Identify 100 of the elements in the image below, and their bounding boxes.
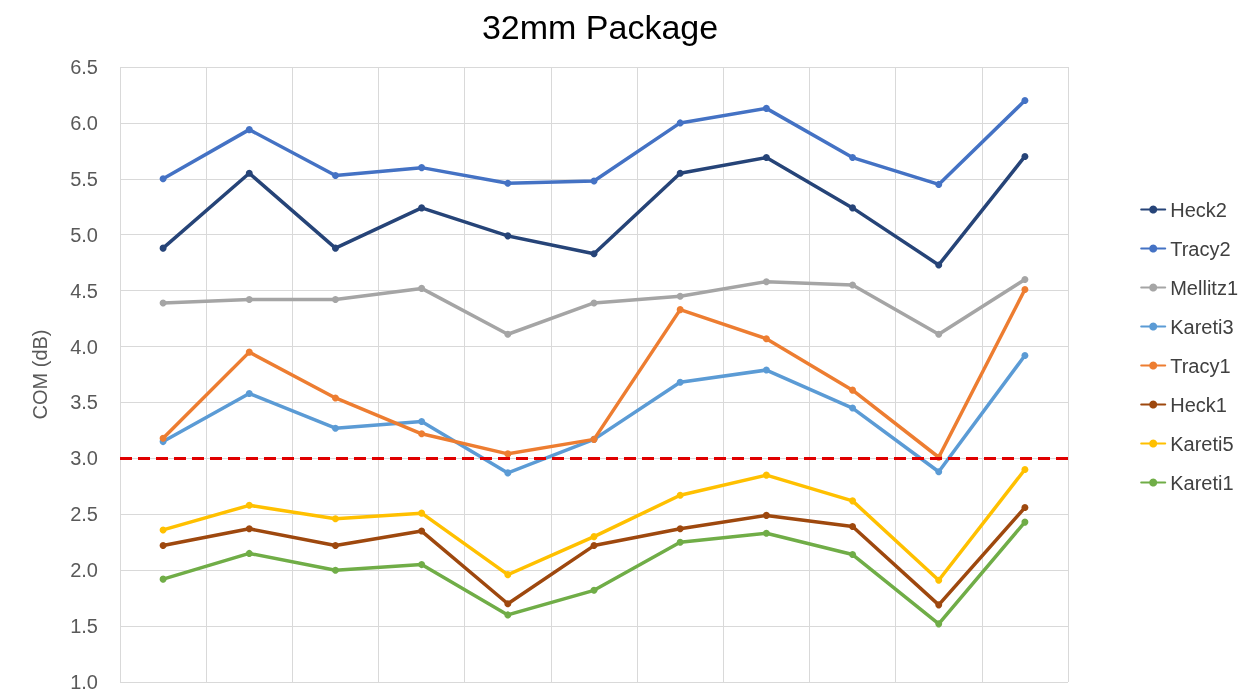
point [762, 278, 770, 286]
point [331, 542, 339, 550]
point [849, 551, 857, 559]
point [245, 501, 253, 509]
y-tick-label: 4.5 [70, 279, 98, 302]
y-axis-title: COM (dB) [29, 329, 51, 420]
y-tick-label: 3.5 [70, 391, 98, 414]
point [676, 378, 684, 386]
point [418, 561, 426, 569]
point [676, 292, 684, 300]
point [418, 527, 426, 535]
y-tick-label: 5.0 [70, 223, 98, 246]
point [245, 169, 253, 177]
legend-label: Kareti1 [1170, 471, 1234, 494]
legend-label: Tracy2 [1170, 237, 1231, 260]
point [504, 571, 512, 579]
point [590, 542, 598, 550]
y-tick-label: 1.0 [70, 671, 98, 692]
point [935, 620, 943, 628]
point [762, 471, 770, 479]
point [504, 600, 512, 608]
y-tick-label: 5.5 [70, 167, 98, 190]
point [159, 575, 167, 583]
legend-label: Kareti5 [1170, 432, 1234, 455]
point [418, 417, 426, 425]
y-tick-label: 1.5 [70, 615, 98, 638]
point [762, 511, 770, 519]
point [418, 509, 426, 517]
y-tick-label: 4.0 [70, 335, 98, 358]
point [762, 335, 770, 343]
point [159, 434, 167, 442]
point [159, 175, 167, 183]
point [331, 171, 339, 179]
point [590, 586, 598, 594]
point [245, 348, 253, 356]
point [935, 601, 943, 609]
point [935, 330, 943, 338]
point [245, 525, 253, 533]
point [245, 390, 253, 398]
point [1021, 504, 1029, 512]
point [418, 430, 426, 438]
point [935, 468, 943, 476]
legend-label: Mellitz1 [1170, 276, 1238, 299]
point [849, 404, 857, 412]
point [849, 281, 857, 289]
point [849, 497, 857, 505]
legend-label: Heck2 [1170, 198, 1227, 221]
legend-label: Heck1 [1170, 393, 1227, 416]
y-tick-label: 3.0 [70, 447, 98, 470]
y-tick-label: 2.5 [70, 503, 98, 526]
point [245, 296, 253, 304]
point [331, 244, 339, 252]
point [935, 576, 943, 584]
point [676, 525, 684, 533]
legend-label: Kareti3 [1170, 315, 1234, 338]
point [590, 250, 598, 258]
point [245, 549, 253, 557]
point [676, 169, 684, 177]
point [935, 261, 943, 269]
point [762, 529, 770, 537]
point [590, 533, 598, 541]
point [935, 180, 943, 188]
chart-title: 32mm Package [481, 8, 719, 46]
point [1021, 351, 1029, 359]
point [676, 538, 684, 546]
point [849, 154, 857, 162]
point [504, 232, 512, 240]
point [676, 491, 684, 499]
point [762, 104, 770, 112]
point [676, 119, 684, 127]
point [331, 515, 339, 523]
legend-label: Tracy1 [1170, 354, 1231, 377]
point [504, 469, 512, 477]
y-tick-label: 6.5 [70, 56, 98, 78]
point [418, 204, 426, 212]
point [331, 394, 339, 402]
point [331, 296, 339, 304]
point [849, 386, 857, 394]
point [331, 566, 339, 574]
point [504, 450, 512, 458]
point [1021, 97, 1029, 105]
point [504, 611, 512, 619]
y-tick-label: 6.0 [70, 111, 98, 134]
point [159, 244, 167, 252]
point [1021, 466, 1029, 474]
point [245, 126, 253, 134]
point [849, 204, 857, 212]
point [331, 424, 339, 432]
point [418, 164, 426, 172]
point [418, 284, 426, 292]
point [504, 330, 512, 338]
point [1021, 286, 1029, 294]
point [849, 523, 857, 531]
point [1021, 275, 1029, 283]
point [1021, 152, 1029, 160]
y-tick-label: 2.0 [70, 559, 98, 582]
point [676, 306, 684, 314]
point [504, 179, 512, 187]
point [159, 542, 167, 550]
point [762, 154, 770, 162]
